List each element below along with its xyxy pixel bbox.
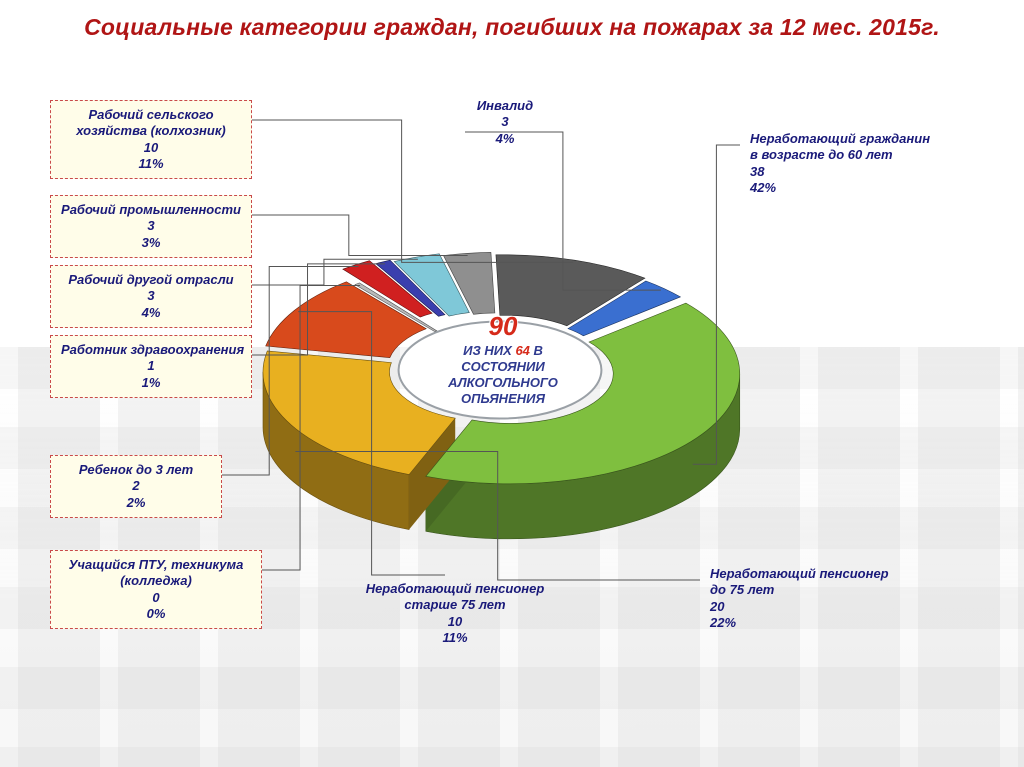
callout-label: (колледжа) bbox=[61, 573, 251, 589]
callout-percent: 4% bbox=[430, 131, 580, 147]
callout-value: 3 bbox=[430, 114, 580, 130]
callout-percent: 2% bbox=[61, 495, 211, 511]
callout-percent: 4% bbox=[61, 305, 241, 321]
callout-percent: 42% bbox=[750, 180, 980, 196]
callout-value: 3 bbox=[61, 218, 241, 234]
callout-value: 2 bbox=[61, 478, 211, 494]
center-line2: ИЗ НИХ 64 В bbox=[463, 343, 543, 358]
callout-percent: 22% bbox=[710, 615, 930, 631]
callout-value: 1 bbox=[61, 358, 241, 374]
callout-s6: Рабочий другой отрасли34% bbox=[50, 265, 252, 328]
callout-label: Рабочий промышленности bbox=[61, 202, 241, 218]
callout-label: Неработающий гражданин bbox=[750, 131, 980, 147]
callout-label: старше 75 лет bbox=[350, 597, 560, 613]
callout-label: Инвалид bbox=[430, 98, 580, 114]
callout-percent: 3% bbox=[61, 235, 241, 251]
callout-label: Рабочий сельского bbox=[61, 107, 241, 123]
center-line3: СОСТОЯНИИ bbox=[461, 359, 545, 374]
callout-value: 38 bbox=[750, 164, 980, 180]
callout-label: Неработающий пенсионер bbox=[350, 581, 560, 597]
callout-percent: 11% bbox=[61, 156, 241, 172]
callout-percent: 1% bbox=[61, 375, 241, 391]
callout-percent: 11% bbox=[350, 630, 560, 646]
callout-label: до 75 лет bbox=[710, 582, 930, 598]
callout-s1: Неработающий пенсионердо 75 лет2022% bbox=[700, 560, 940, 637]
callout-label: хозяйства (колхозник) bbox=[61, 123, 241, 139]
callout-value: 0 bbox=[61, 590, 251, 606]
callout-value: 20 bbox=[710, 599, 930, 615]
callout-percent: 0% bbox=[61, 606, 251, 622]
callout-s7: Рабочий промышленности33% bbox=[50, 195, 252, 258]
callout-s2: Неработающий пенсионерстарше 75 лет1011% bbox=[340, 575, 570, 652]
callout-s5: Работник здравоохранения11% bbox=[50, 335, 252, 398]
callout-label: Неработающий пенсионер bbox=[710, 566, 930, 582]
center-total: 90 bbox=[418, 310, 588, 343]
callout-s9: Инвалид34% bbox=[420, 92, 590, 153]
center-line4: АЛКОГОЛЬНОГО bbox=[448, 375, 558, 390]
callout-value: 10 bbox=[61, 140, 241, 156]
callout-label: Работник здравоохранения bbox=[61, 342, 241, 358]
callout-label: Учащийся ПТУ, техникума bbox=[61, 557, 251, 573]
center-summary: 90ИЗ НИХ 64 ВСОСТОЯНИИАЛКОГОЛЬНОГООПЬЯНЕ… bbox=[418, 310, 588, 408]
callout-value: 10 bbox=[350, 614, 560, 630]
callout-s0: Неработающий гражданинв возрасте до 60 л… bbox=[740, 125, 990, 202]
callout-label: Рабочий другой отрасли bbox=[61, 272, 241, 288]
callout-s8: Рабочий сельскогохозяйства (колхозник)10… bbox=[50, 100, 252, 179]
callout-s4: Ребенок до 3 лет22% bbox=[50, 455, 222, 518]
callout-s3: Учащийся ПТУ, техникума(колледжа)00% bbox=[50, 550, 262, 629]
callout-label: в возрасте до 60 лет bbox=[750, 147, 980, 163]
callout-value: 3 bbox=[61, 288, 241, 304]
center-line5: ОПЬЯНЕНИЯ bbox=[461, 391, 545, 406]
callout-label: Ребенок до 3 лет bbox=[61, 462, 211, 478]
